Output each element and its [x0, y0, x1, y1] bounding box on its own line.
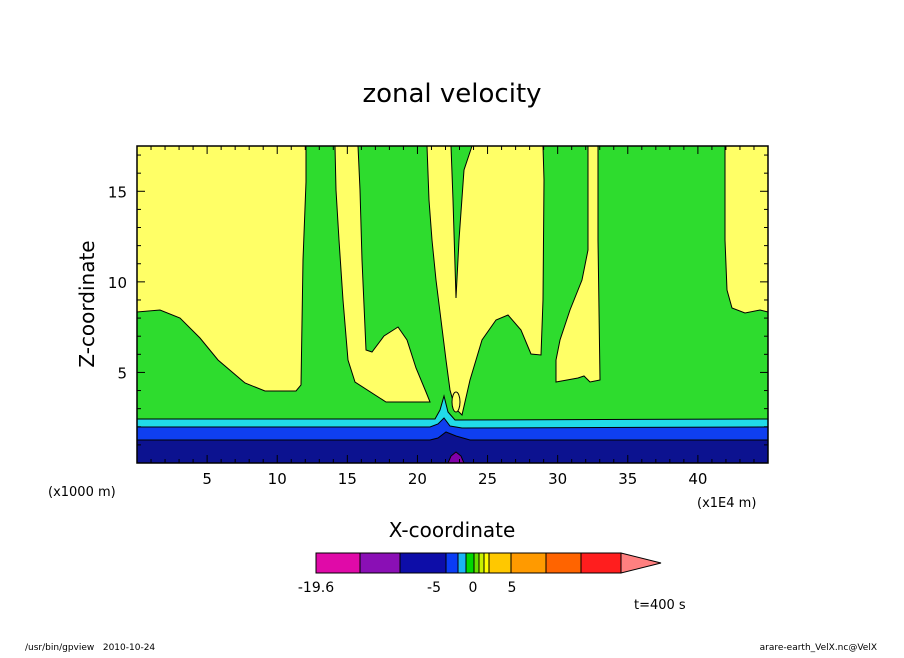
- colorbar-segment: [399, 552, 447, 574]
- colorbar-label: -19.6: [298, 580, 334, 596]
- colorbar-segment: [483, 552, 490, 574]
- y-ticks: 5 10 15: [108, 154, 768, 446]
- colorbar-segment: [545, 552, 582, 574]
- footer-left: /usr/bin/gpview 2010-10-24: [25, 643, 155, 653]
- x-units-label: (x1000 m): [48, 485, 116, 500]
- colorbar-segment: [359, 552, 401, 574]
- colorbar-labels: -19.6 -5 0 5: [298, 580, 517, 596]
- x-ticks: 5 10 15 20 25 30 35 40: [150, 146, 755, 488]
- colorbar-segment: [478, 552, 485, 574]
- colorbar-segment: [473, 552, 480, 574]
- y-tick-label: 15: [108, 183, 127, 201]
- footer-right: arare-earth_VelX.nc@VelX: [760, 643, 877, 653]
- x-tick-label: 20: [408, 470, 427, 488]
- contour-yellow-left: [136, 145, 307, 392]
- colorbar-segment: [510, 552, 547, 574]
- x-axis-label: X-coordinate: [389, 518, 516, 542]
- x-tick-label: 10: [268, 470, 287, 488]
- time-label: t=400 s: [634, 598, 686, 613]
- colorbar-segment: [315, 552, 361, 574]
- y-tick-label: 5: [117, 364, 127, 382]
- chart-title: zonal velocity: [362, 79, 541, 109]
- colorbar-segment: [580, 552, 622, 574]
- colorbar-segment: [445, 552, 459, 574]
- x-tick-label: 25: [478, 470, 497, 488]
- colorbar-segment: [488, 552, 512, 574]
- contour-yellow-center: [334, 145, 431, 403]
- y-axis-label: Z-coordinate: [75, 240, 99, 367]
- contour-yellow-right-narrow: [555, 145, 601, 383]
- plot-area: [136, 145, 769, 464]
- x-scale-note: (x1E4 m): [697, 496, 756, 511]
- colorbar-arrow: [620, 552, 662, 574]
- colorbar-segment: [457, 552, 467, 574]
- axes-frame: [136, 145, 769, 464]
- contour-yellow-small-core: [451, 391, 461, 413]
- colorbar-label: -5: [427, 580, 441, 596]
- colorbar-label: 5: [508, 580, 517, 596]
- x-tick-label: 30: [548, 470, 567, 488]
- contour-yellow-right: [724, 145, 769, 314]
- x-tick-label: 15: [338, 470, 357, 488]
- colorbar: [315, 552, 662, 574]
- x-tick-label: 35: [618, 470, 637, 488]
- x-tick-label: 40: [688, 470, 707, 488]
- y-tick-label: 10: [108, 274, 127, 292]
- x-tick-label: 5: [202, 470, 212, 488]
- colorbar-label: 0: [469, 580, 478, 596]
- colorbar-segment: [465, 552, 475, 574]
- contour-yellow-middle: [426, 145, 545, 416]
